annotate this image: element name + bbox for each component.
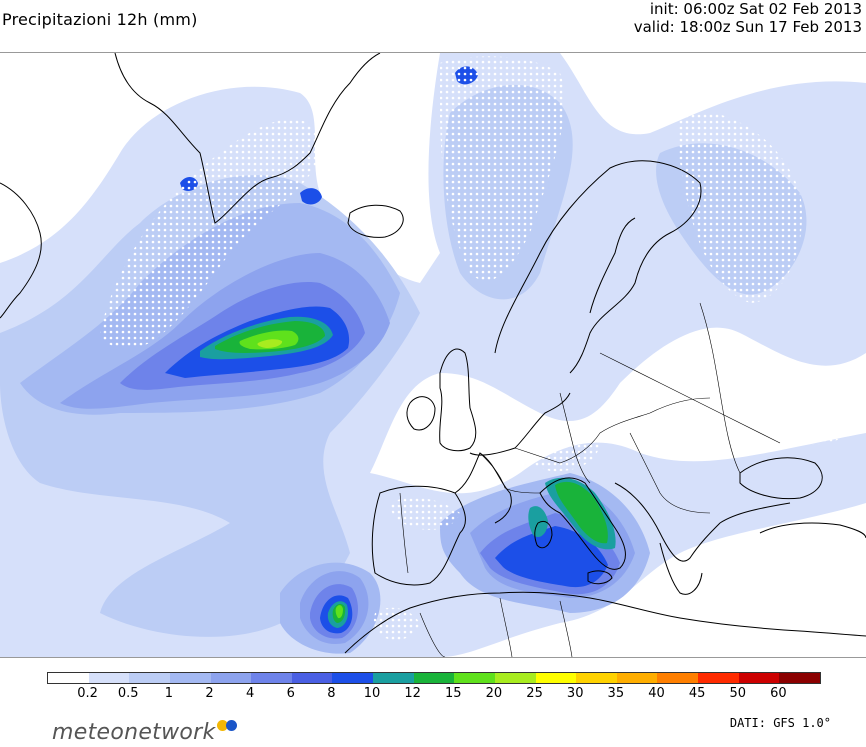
precip-field (0, 53, 866, 657)
coast-black-sea (739, 457, 823, 500)
legend-swatch (413, 673, 455, 683)
legend-label: 50 (729, 686, 747, 701)
coast-sardinia (534, 521, 553, 549)
dotted-area-iberia (390, 497, 460, 530)
dotted-area-atlantic (100, 119, 320, 349)
legend-label: 6 (286, 686, 295, 701)
brand-suffix: network (124, 720, 216, 745)
legend-swatch (169, 673, 211, 683)
dotted-area-turkey (788, 407, 850, 445)
meteonetwork-logo: meteonetwork (52, 720, 237, 745)
dotted-area-morocco (373, 607, 420, 640)
border-europe-3 (599, 352, 781, 444)
coast-britain (439, 348, 477, 452)
legend-swatch (210, 673, 252, 683)
init-time: init: 06:00z Sat 02 Feb 2013 (649, 0, 862, 18)
legend-swatch (779, 673, 820, 683)
legend-label: 12 (404, 686, 421, 701)
legend-swatch (48, 673, 89, 683)
coast-italy (539, 477, 626, 570)
border-europe-5 (699, 302, 741, 474)
coast-canada (0, 182, 42, 319)
precip-legend-bar (47, 672, 821, 684)
legend-swatch (738, 673, 780, 683)
legend-swatch (251, 673, 292, 683)
legend-label: 15 (445, 686, 462, 701)
legend-swatch (657, 673, 698, 683)
legend-swatch (373, 673, 414, 683)
border-africa (419, 597, 573, 657)
legend-swatch (576, 673, 617, 683)
legend-label: 60 (770, 686, 787, 701)
legend-swatch (129, 673, 170, 683)
country-borders (399, 302, 781, 657)
legend-label: 40 (648, 686, 665, 701)
run-info: init: 06:00z Sat 02 Feb 2013 valid: 18:0… (634, 0, 862, 36)
precip-band-10 (215, 321, 608, 623)
logo-yellow-dot-icon (216, 720, 228, 731)
legend-swatch (698, 673, 739, 683)
legend-label: 0.5 (117, 686, 139, 701)
legend-label: 20 (485, 686, 503, 701)
legend-label: 2 (205, 686, 214, 701)
legend-label: 0.2 (77, 686, 98, 701)
coast-balkans (614, 482, 791, 562)
logo-blue-dot-icon (225, 720, 237, 731)
legend-swatch (332, 673, 373, 683)
legend-swatch (616, 673, 658, 683)
legend-swatch (454, 673, 495, 683)
coast-turkey (759, 522, 866, 539)
coast-gulf-bothnia (589, 217, 636, 314)
dotted-area-russia (678, 111, 802, 303)
coast-iceland (347, 204, 404, 238)
legend-swatch (291, 673, 333, 683)
border-europe-1 (514, 397, 711, 464)
coast-greece (659, 542, 703, 595)
coast-ireland (406, 396, 436, 431)
coast-scandinavia (494, 160, 702, 374)
coast-iberia (371, 485, 466, 586)
legend-label: 25 (526, 686, 543, 701)
legend-label: 35 (607, 686, 625, 701)
coast-france (454, 452, 512, 524)
legend-label: 30 (566, 686, 584, 701)
data-source: DATI: GFS 1.0° (729, 716, 831, 730)
coastlines (0, 53, 866, 654)
dotted-area-norway (440, 56, 565, 281)
map-title: Precipitazioni 12h (mm) (2, 10, 198, 29)
precip-band-15 (257, 339, 283, 348)
valid-time: valid: 18:00z Sun 17 Feb 2013 (633, 18, 862, 36)
coast-greenland (114, 53, 381, 224)
legend-swatch (88, 673, 130, 683)
coast-sicily (587, 570, 613, 585)
legend-label: 10 (363, 686, 381, 701)
legend-swatch (494, 673, 536, 683)
border-iberia (399, 492, 409, 574)
precip-legend-labels: 0.2 0.5 1 2 4 6 8 10 12 15 20 25 30 35 40 45 50 60 (47, 686, 819, 702)
dotted-area-balkans (520, 427, 600, 472)
legend-swatch (535, 673, 577, 683)
coast-europe-west (469, 392, 571, 456)
brand-prefix: meteo (52, 720, 125, 745)
border-europe-6 (479, 452, 541, 494)
coast-north-africa (344, 591, 866, 654)
legend-label: 4 (246, 686, 255, 701)
border-europe-2 (559, 392, 591, 484)
legend-label: 45 (688, 686, 706, 701)
border-europe-4 (629, 432, 711, 514)
legend-label: 1 (164, 686, 174, 701)
precipitation-map (0, 52, 866, 658)
legend-label: 8 (327, 686, 336, 701)
